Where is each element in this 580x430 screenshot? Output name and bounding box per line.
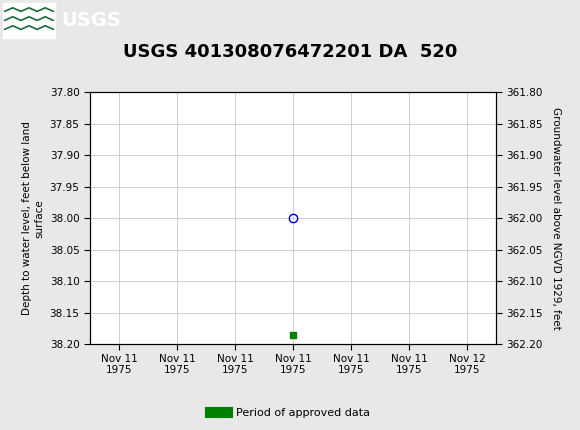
Legend: Period of approved data: Period of approved data xyxy=(206,403,374,422)
Text: USGS: USGS xyxy=(61,11,121,30)
Y-axis label: Depth to water level, feet below land
surface: Depth to water level, feet below land su… xyxy=(23,121,44,315)
Text: USGS 401308076472201 DA  520: USGS 401308076472201 DA 520 xyxy=(123,43,457,61)
Bar xyxy=(3,3,55,37)
Y-axis label: Groundwater level above NGVD 1929, feet: Groundwater level above NGVD 1929, feet xyxy=(551,107,561,330)
